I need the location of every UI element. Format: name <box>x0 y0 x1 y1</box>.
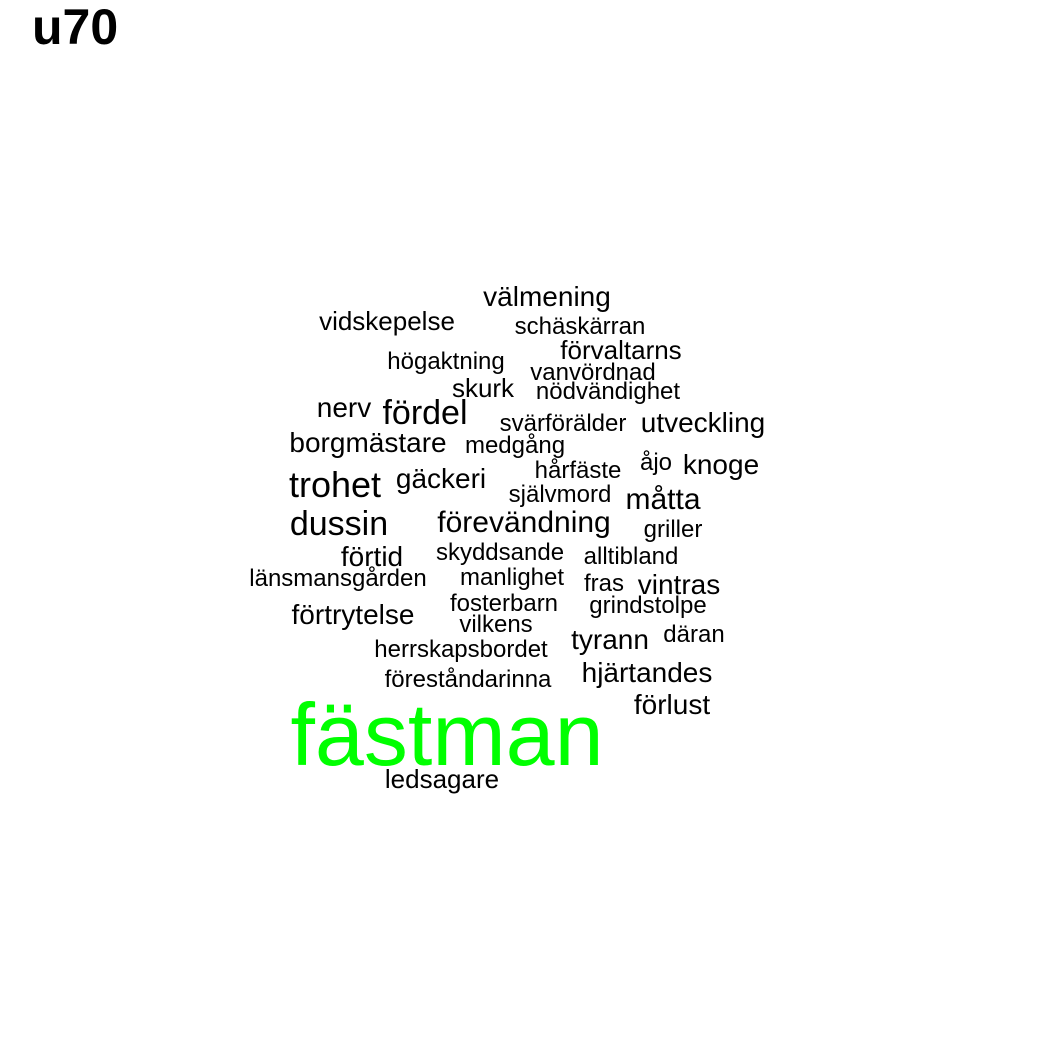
word-alltibland: alltibland <box>583 543 679 570</box>
word-skyddsande: skyddsande <box>435 539 565 566</box>
word-matta: måtta <box>625 483 701 516</box>
word-forlust: förlust <box>633 689 711 720</box>
word-borgmastare: borgmästare <box>289 427 447 458</box>
word-sjalvmord: självmord <box>508 481 612 508</box>
word-daran: däran <box>663 621 725 648</box>
word-fastman: fästman <box>290 685 604 784</box>
word-utveckling: utveckling <box>640 407 766 438</box>
word-vilkens: vilkens <box>459 611 533 638</box>
word-manlighet: manlighet <box>459 564 565 591</box>
word-forevandning: förevändning <box>437 506 611 539</box>
word-vidskepelse: vidskepelse <box>319 306 455 336</box>
word-valmening: välmening <box>483 281 611 312</box>
word-grindstolpe: grindstolpe <box>589 592 707 619</box>
word-vintras: vintras <box>637 569 721 600</box>
word-gackeri: gäckeri <box>395 463 487 494</box>
word-forestandarinna: föreståndarinna <box>384 666 552 693</box>
word-medgang: medgång <box>464 432 566 459</box>
word-knoge: knoge <box>682 449 760 480</box>
word-lansmansgarden: länsmansgården <box>249 565 427 592</box>
word-hjartandes: hjärtandes <box>581 657 713 688</box>
word-ledsagare: ledsagare <box>384 764 500 794</box>
word-hogaktning: högaktning <box>387 348 505 375</box>
word-herrskapsbordet: herrskapsbordet <box>374 636 548 663</box>
word-forvaltarns: förvaltarns <box>560 335 682 365</box>
word-svarforalder: svärförälder <box>499 410 627 437</box>
word-fortrytelse: förtrytelse <box>291 599 415 630</box>
word-nerv: nerv <box>316 392 372 423</box>
word-vanvordnad: vanvördnad <box>530 359 656 386</box>
page-title: u70 <box>32 0 119 55</box>
word-fosterbarn: fosterbarn <box>449 590 559 617</box>
word-schaskarran: schäskärran <box>514 313 646 340</box>
word-fortid: förtid <box>340 541 404 572</box>
word-fras: fras <box>583 570 625 597</box>
word-ajo: åjo <box>639 449 673 476</box>
word-griller: griller <box>643 516 703 543</box>
word-skurk: skurk <box>451 373 515 403</box>
word-trohet: trohet <box>288 464 382 505</box>
word-nodvandighet: nödvändighet <box>535 378 681 405</box>
word-harfaste: hårfäste <box>534 457 622 484</box>
word-tyrann: tyrann <box>571 624 649 655</box>
word-fordel: fördel <box>382 394 468 432</box>
word-dussin: dussin <box>289 505 389 543</box>
